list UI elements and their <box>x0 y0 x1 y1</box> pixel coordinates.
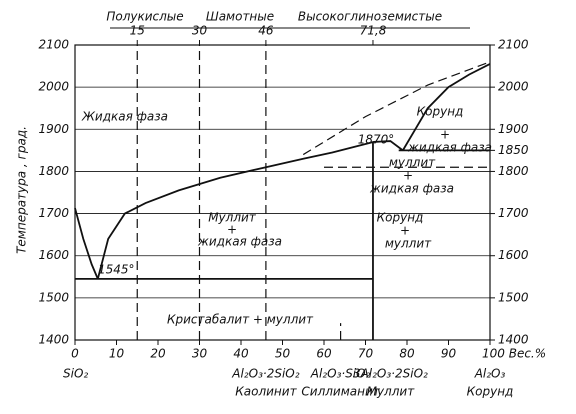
x-tick-label: 0 <box>71 347 79 361</box>
top-tick-label: 71,8 <box>360 24 387 38</box>
region-label: + <box>400 224 410 238</box>
y2-tick-label: 1850 <box>498 143 529 157</box>
x-tick-label: 100 Вес.% <box>482 347 546 361</box>
region-label: + <box>440 128 450 142</box>
compound-formula: 3Al₂O₃·2SiO₂ <box>353 367 428 381</box>
top-group-label: Высокоглиноземистые <box>298 10 442 24</box>
y-tick-label: 1400 <box>38 333 69 347</box>
region-label: жидкая фаза <box>407 141 492 155</box>
x-tick-label: 80 <box>399 347 415 361</box>
compound-formula: Al₂O₃·SiO₂ <box>310 367 371 381</box>
mineral-name: Муллит <box>367 385 416 399</box>
y-tick-label: 2000 <box>38 80 69 94</box>
region-label: Муллит <box>208 211 257 225</box>
y2-tick-label: 1400 <box>498 333 529 347</box>
top-tick-label: 46 <box>258 24 274 38</box>
mineral-name: Силлиманит <box>301 385 380 399</box>
compound-formula: Al₂O₃ <box>474 367 506 381</box>
y-tick-label: 1600 <box>38 248 69 262</box>
compound-formula: SiO₂ <box>63 367 88 381</box>
curve <box>74 207 99 280</box>
region-label: жидкая фаза <box>197 235 282 249</box>
y-tick-label: 2100 <box>38 38 69 52</box>
y-tick-label: 1900 <box>38 122 69 136</box>
x-tick-label: 10 <box>109 347 125 361</box>
region-label: Корунд <box>377 211 424 225</box>
y-axis-label: Температура , град. <box>15 126 29 254</box>
top-group-label: Полукислые <box>106 10 183 24</box>
y2-tick-label: 1500 <box>498 290 529 304</box>
y-tick-label: 1700 <box>38 206 69 220</box>
y2-tick-label: 2100 <box>498 38 529 52</box>
region-label: муллит <box>385 237 432 251</box>
top-tick-label: 15 <box>130 24 145 38</box>
region-label: муллит <box>389 156 436 170</box>
region-label: Жидкая фаза <box>81 110 168 124</box>
region-label: + <box>227 223 237 237</box>
x-tick-label: 50 <box>275 347 291 361</box>
y2-tick-label: 2000 <box>498 80 529 94</box>
mineral-name: Каолинит <box>235 385 297 399</box>
region-label: Кристабалит + муллит <box>167 313 314 327</box>
region-label: 1545° <box>98 263 135 277</box>
region-label: жидкая фаза <box>369 182 454 196</box>
y2-tick-label: 1900 <box>498 122 529 136</box>
curve <box>302 61 491 156</box>
y2-tick-label: 1700 <box>498 206 529 220</box>
curve <box>402 63 491 151</box>
top-tick-label: 30 <box>192 24 208 38</box>
y2-tick-label: 1800 <box>498 164 529 178</box>
x-tick-label: 30 <box>192 347 208 361</box>
top-group-label: Шамотные <box>206 10 274 24</box>
y-tick-label: 1500 <box>38 290 69 304</box>
x-tick-label: 90 <box>441 347 457 361</box>
region-label: + <box>403 169 413 183</box>
y-tick-label: 1800 <box>38 164 69 178</box>
x-tick-label: 40 <box>233 347 249 361</box>
x-tick-label: 70 <box>358 347 374 361</box>
x-tick-label: 60 <box>316 347 332 361</box>
mineral-name: Корунд <box>467 385 514 399</box>
y2-tick-label: 1600 <box>498 248 529 262</box>
x-tick-label: 20 <box>150 347 166 361</box>
compound-formula: Al₂O₃·2SiO₂ <box>231 367 299 381</box>
